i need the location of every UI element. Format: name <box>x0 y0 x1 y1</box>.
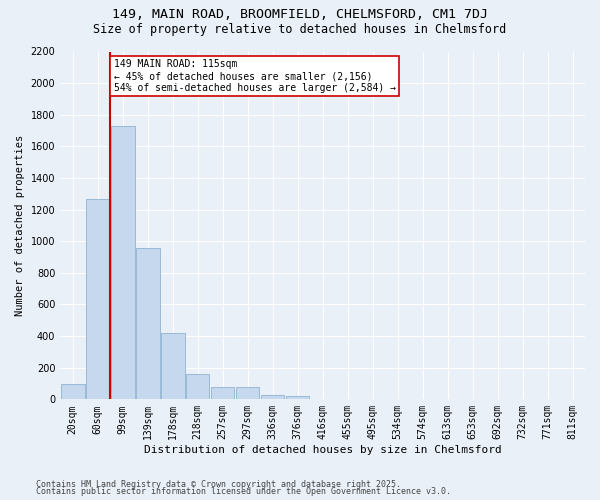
Bar <box>161 333 185 400</box>
Text: Contains public sector information licensed under the Open Government Licence v3: Contains public sector information licen… <box>36 488 451 496</box>
Text: Contains HM Land Registry data © Crown copyright and database right 2025.: Contains HM Land Registry data © Crown c… <box>36 480 401 489</box>
Bar <box>61 384 85 400</box>
Y-axis label: Number of detached properties: Number of detached properties <box>15 135 25 316</box>
Text: 149 MAIN ROAD: 115sqm
← 45% of detached houses are smaller (2,156)
54% of semi-d: 149 MAIN ROAD: 115sqm ← 45% of detached … <box>114 60 396 92</box>
Bar <box>111 126 134 400</box>
Bar <box>136 248 160 400</box>
Bar <box>311 398 334 400</box>
X-axis label: Distribution of detached houses by size in Chelmsford: Distribution of detached houses by size … <box>144 445 502 455</box>
Bar <box>261 394 284 400</box>
Bar <box>186 374 209 400</box>
Text: Size of property relative to detached houses in Chelmsford: Size of property relative to detached ho… <box>94 22 506 36</box>
Text: 149, MAIN ROAD, BROOMFIELD, CHELMSFORD, CM1 7DJ: 149, MAIN ROAD, BROOMFIELD, CHELMSFORD, … <box>112 8 488 20</box>
Bar <box>286 396 310 400</box>
Bar <box>236 388 259 400</box>
Bar <box>86 198 110 400</box>
Bar <box>211 388 235 400</box>
